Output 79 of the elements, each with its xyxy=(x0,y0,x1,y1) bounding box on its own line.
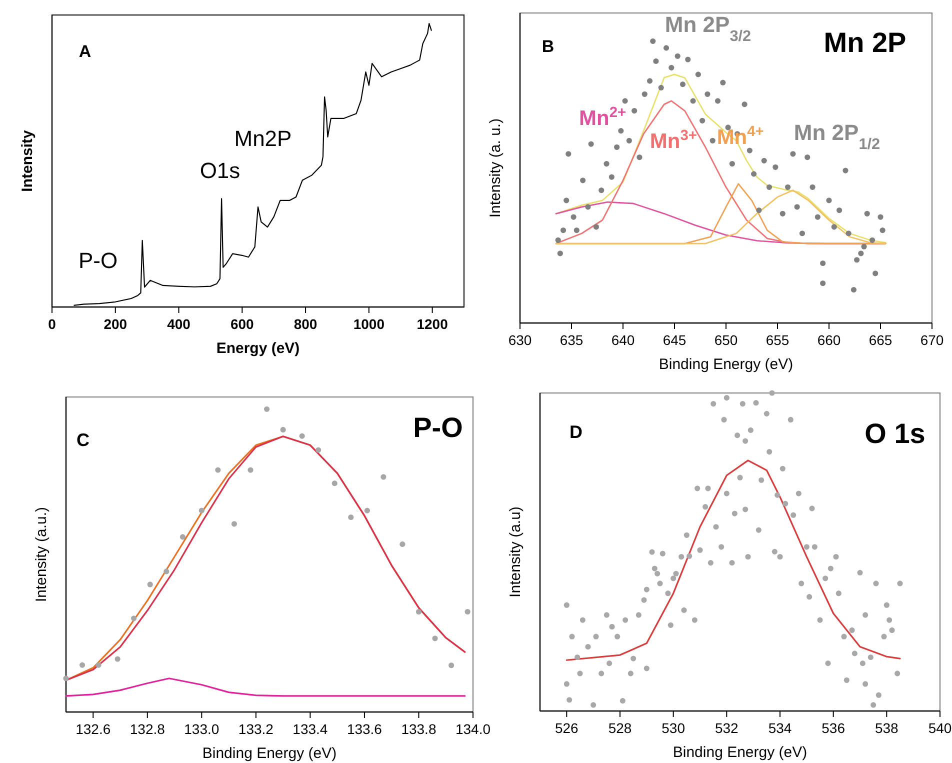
annotation: A xyxy=(78,42,92,61)
x-tick-label: 132.8 xyxy=(130,721,166,737)
x-tick-label: 645 xyxy=(662,332,686,348)
point xyxy=(231,521,238,527)
x-tick-label: 528 xyxy=(608,720,632,736)
y-axis-title: Intensity (a.u.) xyxy=(33,506,50,602)
x-tick-label: 133.2 xyxy=(238,721,274,737)
point xyxy=(147,582,153,588)
x-tick-label: 530 xyxy=(662,720,686,736)
x-tick-label: 540 xyxy=(928,720,952,736)
point xyxy=(280,426,286,433)
point xyxy=(432,636,438,642)
y-axis-title: Intensity (a.u) xyxy=(507,506,524,598)
x-tick-label: 0 xyxy=(48,316,56,332)
annotation: D xyxy=(570,422,582,442)
annotation: P-O xyxy=(78,248,118,273)
point xyxy=(198,508,204,514)
y-axis-title: Intensity (a. u.) xyxy=(487,118,504,218)
x-axis-title: Binding Energy (eV) xyxy=(672,744,808,761)
x-tick-label: 133.6 xyxy=(346,721,382,737)
x-tick-label: 670 xyxy=(920,332,944,348)
chart-title: P-O xyxy=(413,412,463,443)
x-tick-label: 800 xyxy=(294,316,318,332)
x-tick-label: 640 xyxy=(611,332,635,348)
point xyxy=(180,534,186,540)
x-tick-label: 660 xyxy=(817,332,841,348)
point xyxy=(316,447,322,453)
x-tick-label: 133.8 xyxy=(401,721,436,737)
point xyxy=(299,433,305,439)
point xyxy=(264,406,270,412)
point xyxy=(416,608,422,615)
annotation: O1s xyxy=(200,158,240,183)
x-tick-label: 538 xyxy=(874,720,899,736)
x-tick-label: 200 xyxy=(104,316,128,332)
x-tick-label: 630 xyxy=(508,332,532,348)
x-tick-label: 134.0 xyxy=(455,721,491,737)
x-axis-title: Binding Energy (eV) xyxy=(202,745,337,762)
x-tick-label: 650 xyxy=(714,332,738,348)
point xyxy=(248,467,254,473)
point xyxy=(380,474,386,480)
point xyxy=(131,616,137,622)
x-tick-label: 635 xyxy=(560,332,584,348)
x-tick-label: 133.0 xyxy=(184,721,220,737)
x-tick-label: 536 xyxy=(822,720,846,736)
point xyxy=(400,541,406,547)
y-axis-title: Intensity xyxy=(19,130,36,192)
x-axis-title: Binding Energy (eV) xyxy=(658,356,794,373)
point xyxy=(364,508,370,514)
text: O 1s xyxy=(864,418,926,449)
x-tick-label: 1200 xyxy=(416,316,448,332)
annotation: C xyxy=(76,430,90,450)
point xyxy=(96,662,102,668)
x-tick-label: 400 xyxy=(167,316,191,332)
point xyxy=(348,514,354,520)
point xyxy=(215,467,221,473)
x-tick-label: 532 xyxy=(714,720,739,736)
point xyxy=(114,656,120,662)
text: Mn$^{2+}$ xyxy=(579,105,626,130)
x-tick-label: 1000 xyxy=(353,316,385,332)
x-axis-title: Energy (eV) xyxy=(216,340,300,357)
x-tick-label: 655 xyxy=(766,332,790,348)
point xyxy=(63,676,69,682)
x-tick-label: 526 xyxy=(554,720,579,736)
annotation: Mn 2P$_{1/2}$ xyxy=(794,120,880,152)
annotation: Mn2P xyxy=(234,126,292,151)
x-tick-label: 133.4 xyxy=(292,721,328,737)
x-tick-label: 600 xyxy=(230,316,254,332)
annotation: Mn 2P$_{3/2}$ xyxy=(664,12,752,44)
point xyxy=(464,608,470,615)
x-tick-label: 665 xyxy=(868,332,892,348)
point xyxy=(448,662,454,668)
x-tick-label: 132.6 xyxy=(76,721,111,737)
point xyxy=(332,480,338,486)
annotation: B xyxy=(542,37,554,56)
series-label: Mn$^{3+}$ xyxy=(650,128,697,153)
point xyxy=(79,662,86,668)
chart-title: Mn 2P xyxy=(824,27,906,58)
x-tick-label: 534 xyxy=(768,720,792,736)
point xyxy=(164,568,170,574)
